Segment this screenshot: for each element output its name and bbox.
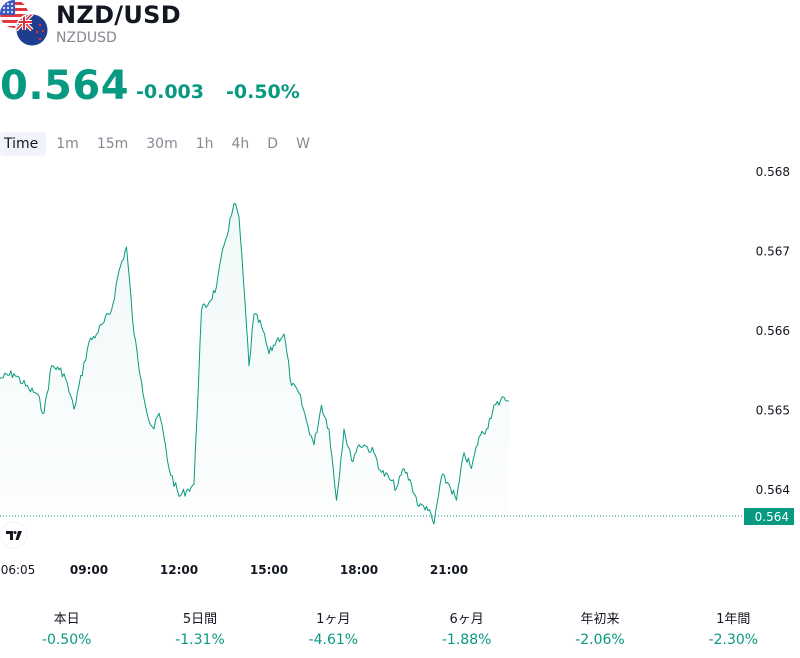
perf-value: -1.88% xyxy=(441,632,492,648)
x-tick-label: 06:05 xyxy=(1,563,36,577)
price-chart[interactable]: 0.564 0.565 0.566 0.567 0.568 06:05 09:00 12:0… xyxy=(0,160,800,590)
perf-label: 1ヶ月 xyxy=(316,612,351,627)
perf-label: 年初来 xyxy=(580,612,620,627)
tab-4h[interactable]: 4h xyxy=(231,136,250,152)
perf-value: -4.61% xyxy=(308,632,359,648)
perf-label: 1年間 xyxy=(716,612,751,627)
perf-item-1m[interactable]: 1ヶ月 -4.61% xyxy=(267,611,400,651)
perf-item-6m[interactable]: 6ヶ月 -1.88% xyxy=(400,611,533,651)
perf-item-ytd[interactable]: 年初来 -2.06% xyxy=(533,611,666,651)
price-change: -0.003 xyxy=(136,81,204,103)
x-axis: 06:05 09:00 12:00 15:00 18:00 21:00 xyxy=(1,563,468,577)
tab-15m[interactable]: 15m xyxy=(96,136,129,152)
x-tick-label: 18:00 xyxy=(340,563,378,577)
y-tick-label: 0.565 xyxy=(756,404,790,418)
currency-flags xyxy=(0,0,50,48)
y-tick-label: 0.564 xyxy=(756,483,790,497)
x-tick-label: 21:00 xyxy=(430,563,468,577)
last-price-label: 0.564 xyxy=(744,508,794,525)
perf-value: -2.30% xyxy=(708,632,759,648)
perf-label: 5日間 xyxy=(182,612,218,627)
tab-1m[interactable]: 1m xyxy=(56,136,79,152)
price-line xyxy=(0,203,510,525)
tab-w[interactable]: W xyxy=(296,136,310,152)
current-price: 0.564 xyxy=(0,63,130,109)
y-tick-label: 0.566 xyxy=(756,324,790,338)
perf-value: -2.06% xyxy=(575,632,625,648)
perf-value: -1.31% xyxy=(175,632,225,648)
tab-1h[interactable]: 1h xyxy=(195,136,214,152)
perf-label: 6ヶ月 xyxy=(449,612,484,627)
perf-item-1y[interactable]: 1年間 -2.30% xyxy=(667,611,800,651)
timeframe-tabs: Time 1m 15m 30m 1h 4h D W xyxy=(0,131,320,157)
tab-30m[interactable]: 30m xyxy=(146,136,178,152)
perf-item-today[interactable]: 本日 -0.50% xyxy=(0,611,133,651)
tab-d[interactable]: D xyxy=(267,136,279,152)
performance-bar: 本日 -0.50% 5日間 -1.31% 1ヶ月 -4.61% 6ヶ月 -1.8… xyxy=(0,611,800,651)
symbol-title: NZD/USD xyxy=(56,1,181,29)
tradingview-logo-icon[interactable] xyxy=(0,521,28,549)
symbol-ticker: NZDUSD xyxy=(56,30,117,46)
tab-time[interactable]: Time xyxy=(0,132,47,156)
perf-item-5d[interactable]: 5日間 -1.31% xyxy=(133,611,266,651)
x-tick-label: 15:00 xyxy=(250,563,288,577)
perf-label: 本日 xyxy=(53,612,80,627)
last-price-text: 0.564 xyxy=(755,510,789,524)
price-area xyxy=(0,203,509,524)
y-tick-label: 0.567 xyxy=(756,245,790,259)
price-change-percent: -0.50% xyxy=(226,81,300,103)
nz-flag-icon xyxy=(15,13,49,47)
x-tick-label: 09:00 xyxy=(70,563,108,577)
y-tick-label: 0.568 xyxy=(756,165,790,179)
perf-value: -0.50% xyxy=(41,632,92,648)
last-price-badge xyxy=(744,508,794,525)
y-axis: 0.564 0.565 0.566 0.567 0.568 xyxy=(756,165,790,497)
x-tick-label: 12:00 xyxy=(160,563,198,577)
